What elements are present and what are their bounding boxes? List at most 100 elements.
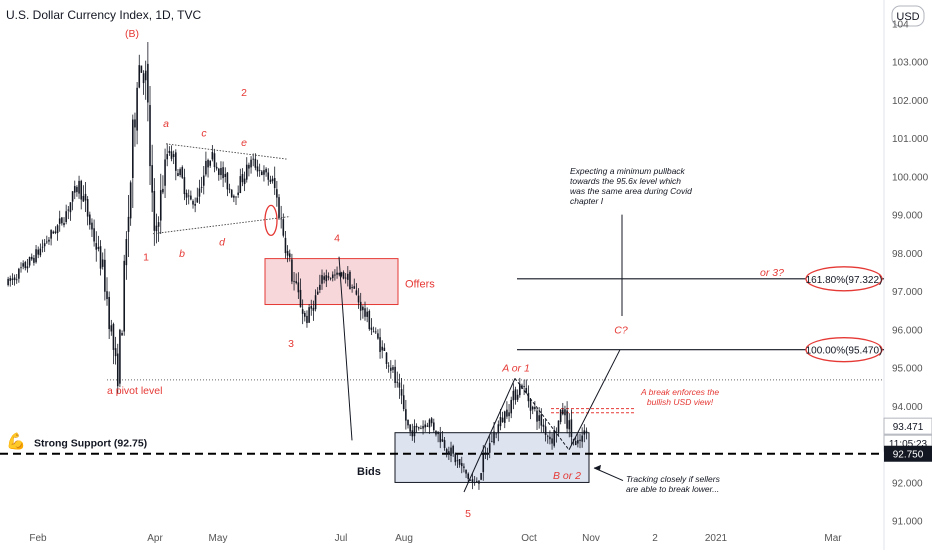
candle-body xyxy=(450,447,452,456)
candle-body xyxy=(54,231,57,233)
candle-body xyxy=(456,460,459,462)
wave-c-line xyxy=(568,349,621,451)
candle-body xyxy=(243,178,246,185)
candle-body xyxy=(295,281,298,284)
wave-label-4: e xyxy=(241,137,247,149)
candle-body xyxy=(28,257,31,266)
x-tick-label: Oct xyxy=(521,533,537,544)
candle-body xyxy=(557,420,560,433)
candle-body xyxy=(239,176,242,194)
x-tick-label: Aug xyxy=(395,533,413,544)
candle-body xyxy=(510,399,513,414)
candle-body xyxy=(480,473,482,480)
candle-body xyxy=(198,188,201,197)
candle-body xyxy=(224,173,227,178)
candle-body xyxy=(258,169,261,171)
drawings-layer xyxy=(152,143,624,493)
candle-body xyxy=(405,409,407,421)
candle-body xyxy=(551,438,553,444)
candle-body xyxy=(400,389,403,396)
candle-body xyxy=(340,272,343,276)
candle-body xyxy=(493,431,495,444)
candle-body xyxy=(73,186,76,193)
wave-label-9: 3 xyxy=(288,338,294,350)
candle-body xyxy=(9,278,12,281)
candle-body xyxy=(140,65,143,73)
flexed-arm-icon: 💪 xyxy=(6,432,26,451)
labels-layer: (B) 2 a c e 1 b d 4 3 5 A or 1 B or 2 C? a pivot level… xyxy=(6,28,883,520)
candle-body xyxy=(230,189,233,198)
candle-body xyxy=(368,310,371,330)
candle-body xyxy=(463,466,465,468)
candle-body xyxy=(471,479,474,483)
candle-body xyxy=(142,73,145,84)
candle-body xyxy=(293,280,295,282)
candle-body xyxy=(91,222,93,230)
candle-body xyxy=(286,250,289,256)
wave-label-6: b xyxy=(179,248,185,260)
candle-body xyxy=(222,167,224,179)
wave-label-8: 4 xyxy=(334,233,340,245)
countdown-tag: 11:05:23 xyxy=(889,439,928,450)
y-tick-label: 101.000 xyxy=(892,134,929,145)
candle-body xyxy=(153,190,156,231)
candle-body xyxy=(439,433,442,443)
wave-label-1: 2 xyxy=(241,87,247,99)
candle-body xyxy=(407,419,409,426)
candle-body xyxy=(364,308,366,317)
candle-body xyxy=(304,312,306,317)
candle-body xyxy=(314,295,317,310)
candle-body xyxy=(334,274,336,276)
y-tick-label: 103.000 xyxy=(892,58,929,69)
candle-body xyxy=(381,346,384,351)
candle-body xyxy=(362,306,364,311)
candle-body xyxy=(71,191,74,202)
candle-body xyxy=(136,87,138,131)
candle-body xyxy=(132,119,134,178)
candle-body xyxy=(445,449,448,453)
candle-body xyxy=(237,192,239,195)
wave-label-13: C? xyxy=(614,324,628,336)
candle-body xyxy=(308,307,310,323)
candle-body xyxy=(84,193,87,201)
offers-zone xyxy=(264,258,399,306)
y-tick-label: 95.000 xyxy=(892,364,923,375)
currency-button[interactable] xyxy=(891,5,925,27)
triangle-lower-line xyxy=(152,216,291,235)
candle-body xyxy=(263,170,265,175)
candle-body xyxy=(559,409,562,422)
candle-body xyxy=(390,367,392,371)
candle-body xyxy=(147,63,149,103)
candle-body xyxy=(385,352,388,364)
candle-body xyxy=(110,325,113,332)
candle-body xyxy=(97,246,100,249)
candle-body xyxy=(325,275,328,282)
axis-layer: 91.00092.00093.00094.00095.00096.00097.0… xyxy=(29,19,928,544)
or-3-label: or 3? xyxy=(760,267,784,279)
y-tick-label: 92.000 xyxy=(892,478,923,489)
candle-body xyxy=(190,195,192,200)
candle-body xyxy=(491,441,493,443)
candle-body xyxy=(256,166,259,172)
candle-body xyxy=(454,453,457,463)
candle-body xyxy=(555,432,558,433)
candle-body xyxy=(570,419,573,437)
candle-body xyxy=(205,160,207,175)
candle-body xyxy=(76,186,78,193)
candle-body xyxy=(187,195,190,197)
candle-body xyxy=(377,333,379,339)
candle-body xyxy=(15,279,18,281)
candle-body xyxy=(319,284,321,290)
candle-body xyxy=(24,262,27,269)
y-tick-label: 102.000 xyxy=(892,96,929,107)
candle-body xyxy=(228,188,231,190)
wave-label-5: 1 xyxy=(143,252,149,264)
bids-label: Bids xyxy=(357,466,381,478)
candle-body xyxy=(282,219,285,236)
candle-body xyxy=(172,154,175,158)
candle-body xyxy=(441,439,444,442)
candle-body xyxy=(396,381,399,383)
